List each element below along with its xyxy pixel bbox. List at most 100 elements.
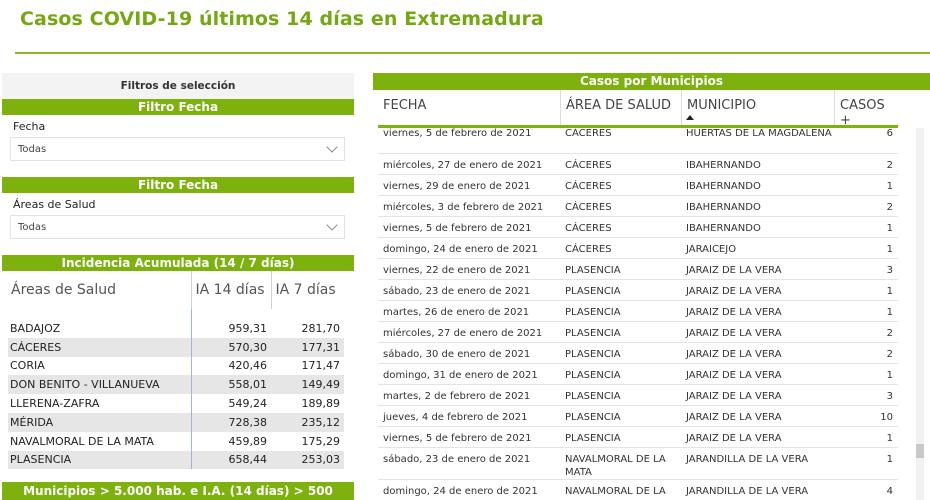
incidence-ia14-cell: 959,31 bbox=[190, 319, 271, 338]
cases-area-cell: CÁCERES bbox=[565, 202, 612, 213]
scrollbar-thumb[interactable] bbox=[916, 444, 924, 458]
cases-area-cell: CÁCERES bbox=[565, 223, 612, 234]
incidence-area-cell: NAVALMORAL DE LA MATA bbox=[10, 434, 154, 448]
page-title: Casos COVID-19 últimos 14 días en Extrem… bbox=[20, 8, 544, 30]
cases-fecha-cell: jueves, 4 de febrero de 2021 bbox=[383, 412, 528, 423]
cases-municipio-cell: JARAIZ DE LA VERA bbox=[686, 286, 782, 297]
cases-row[interactable]: domingo, 31 de enero de 2021 PLASENCIA JAR… bbox=[378, 364, 898, 385]
cases-casos-cell: 1 bbox=[886, 244, 893, 255]
cases-area-cell: CÁCERES bbox=[565, 181, 612, 192]
cases-municipio-cell: IBAHERNANDO bbox=[686, 160, 761, 171]
cases-area-cell: CÁCERES bbox=[565, 160, 612, 171]
area-filter-label: Áreas de Salud bbox=[13, 198, 96, 211]
area-dropdown[interactable]: Todas bbox=[10, 215, 345, 239]
cases-area-cell: PLASENCIA bbox=[565, 433, 621, 444]
cases-rows: viernes, 5 de febrero de 2021 CÁCERES HUER… bbox=[378, 128, 898, 500]
incidence-ia14-cell: 558,01 bbox=[190, 375, 271, 395]
chevron-down-icon[interactable] bbox=[326, 219, 338, 231]
cases-row[interactable]: viernes, 5 de febrero de 2021 CÁCERES IBAH… bbox=[378, 217, 898, 238]
incidence-ia7-cell: 177,31 bbox=[271, 337, 344, 357]
chevron-down-icon[interactable] bbox=[326, 141, 338, 153]
cases-casos-cell: 1 bbox=[886, 307, 893, 318]
incidence-row[interactable]: NAVALMORAL DE LA MATA 459,89 175,29 bbox=[8, 431, 344, 451]
cases-area-cell: PLASENCIA bbox=[565, 412, 621, 423]
cases-casos-cell: 4 bbox=[886, 486, 893, 497]
incidence-ia7-cell: 149,49 bbox=[271, 375, 344, 395]
cases-municipio-cell: IBAHERNANDO bbox=[686, 181, 761, 192]
cases-header-area[interactable]: ÁREA DE SALUD bbox=[560, 90, 681, 125]
cases-municipio-cell: IBAHERNANDO bbox=[686, 223, 761, 234]
cases-row[interactable]: sábado, 30 de enero de 2021 PLASENCIA JARA… bbox=[378, 343, 898, 364]
cases-row[interactable]: domingo, 24 de enero de 2021 CÁCERES JARAI… bbox=[378, 238, 898, 259]
vertical-scrollbar[interactable] bbox=[916, 128, 924, 500]
cases-row[interactable]: viernes, 29 de enero de 2021 CÁCERES IBAHE… bbox=[378, 175, 898, 196]
incidence-row[interactable]: CORIA 420,46 171,47 bbox=[8, 356, 344, 376]
incidence-ia14-cell: 728,38 bbox=[190, 412, 271, 432]
incidence-row[interactable]: BADAJOZ 959,31 281,70 bbox=[8, 319, 344, 338]
cases-casos-cell: 3 bbox=[886, 265, 893, 276]
incidence-table: Áreas de Salud IA 14 días IA 7 días BADA… bbox=[8, 271, 344, 470]
cases-casos-cell: 1 bbox=[886, 370, 893, 381]
cases-row[interactable]: domingo, 24 de enero de 2021 NAVALMORAL D… bbox=[378, 480, 898, 500]
cases-row[interactable]: sábado, 23 de enero de 2021 NAVALMORAL DE… bbox=[378, 448, 898, 480]
incidence-header-ia14[interactable]: IA 14 días bbox=[190, 271, 271, 309]
cases-area-cell: PLASENCIA bbox=[565, 265, 621, 276]
cases-fecha-cell: viernes, 29 de enero de 2021 bbox=[383, 181, 531, 192]
area-dropdown-value: Todas bbox=[18, 221, 47, 233]
cases-fecha-cell: sábado, 30 de enero de 2021 bbox=[383, 349, 531, 360]
cases-fecha-cell: miércoles, 27 de enero de 2021 bbox=[383, 328, 543, 339]
incidence-ia7-cell: 281,70 bbox=[301, 321, 341, 335]
cases-municipio-cell: JARAIZ DE LA VERA bbox=[686, 307, 782, 318]
cases-row[interactable]: jueves, 4 de febrero de 2021 PLASENCIA JAR… bbox=[378, 406, 898, 427]
cases-fecha-cell: domingo, 31 de enero de 2021 bbox=[383, 370, 538, 381]
cases-fecha-cell: martes, 26 de enero de 2021 bbox=[383, 307, 530, 318]
cases-casos-cell: 10 bbox=[880, 412, 893, 423]
right-panel: Casos por Municipios FECHA ÁREA DE SALUD… bbox=[373, 73, 930, 500]
incidence-row[interactable]: PLASENCIA 658,44 253,03 bbox=[8, 450, 344, 470]
cases-casos-cell: 1 bbox=[886, 223, 893, 234]
cases-municipio-cell: JARAIZ DE LA VERA bbox=[686, 391, 782, 402]
cases-fecha-cell: martes, 2 de febrero de 2021 bbox=[383, 391, 531, 402]
cases-casos-cell: 1 bbox=[886, 181, 893, 192]
incidence-ia14-cell: 420,46 bbox=[190, 356, 271, 376]
incidence-ia14-cell: 549,24 bbox=[190, 394, 271, 413]
incidence-ia7-cell: 175,29 bbox=[301, 434, 341, 448]
cases-header-fecha[interactable]: FECHA bbox=[383, 98, 427, 113]
cases-row[interactable]: viernes, 5 de febrero de 2021 CÁCERES HUER… bbox=[378, 128, 898, 154]
cases-header-casos[interactable]: CASOS + bbox=[834, 90, 898, 128]
cases-row[interactable]: miércoles, 27 de enero de 2021 PLASENCIA J… bbox=[378, 322, 898, 343]
cases-fecha-cell: viernes, 5 de febrero de 2021 bbox=[383, 128, 532, 139]
date-dropdown[interactable]: Todas bbox=[10, 137, 345, 161]
incidence-row[interactable]: MÉRIDA 728,38 235,12 bbox=[8, 412, 344, 432]
cases-row[interactable]: miércoles, 3 de febrero de 2021 CÁCERES IB… bbox=[378, 196, 898, 217]
cases-municipio-cell: JARANDILLA DE LA VERA bbox=[686, 486, 809, 497]
cases-casos-cell: 1 bbox=[886, 454, 893, 465]
incidence-header-area[interactable]: Áreas de Salud bbox=[11, 282, 117, 298]
cases-casos-cell: 2 bbox=[886, 160, 893, 171]
cases-row[interactable]: miércoles, 27 de enero de 2021 CÁCERES IBA… bbox=[378, 154, 898, 175]
cases-header-municipio-label: MUNICIPIO bbox=[687, 98, 757, 113]
cases-row[interactable]: viernes, 5 de febrero de 2021 PLASENCIA JA… bbox=[378, 427, 898, 448]
sort-ascending-icon bbox=[686, 115, 694, 120]
cases-area-cell: PLASENCIA bbox=[565, 286, 621, 297]
cases-row[interactable]: martes, 2 de febrero de 2021 PLASENCIA JAR… bbox=[378, 385, 898, 406]
incidence-row[interactable]: LLERENA-ZAFRA 549,24 189,89 bbox=[8, 394, 344, 413]
incidence-header-ia7[interactable]: IA 7 días bbox=[270, 271, 344, 309]
cases-row[interactable]: martes, 26 de enero de 2021 PLASENCIA JARA… bbox=[378, 301, 898, 322]
cases-casos-cell: 1 bbox=[886, 286, 893, 297]
incidence-ia14-cell: 570,30 bbox=[190, 337, 271, 357]
incidence-row[interactable]: CÁCERES 570,30 177,31 bbox=[8, 337, 344, 357]
cases-municipio-cell: HUERTAS DE LA MAGDALENA bbox=[686, 128, 832, 139]
cases-row[interactable]: viernes, 22 de enero de 2021 PLASENCIA JAR… bbox=[378, 259, 898, 280]
cases-casos-cell: 3 bbox=[886, 391, 893, 402]
incidence-row[interactable]: DON BENITO - VILLANUEVA 558,01 149,49 bbox=[8, 375, 344, 395]
cases-row[interactable]: sábado, 23 de enero de 2021 PLASENCIA JARA… bbox=[378, 280, 898, 301]
cases-header-municipio[interactable]: MUNICIPIO bbox=[681, 90, 834, 125]
incidence-area-cell: PLASENCIA bbox=[8, 450, 191, 470]
incidence-ia7-cell: 189,89 bbox=[301, 397, 341, 411]
cases-municipio-cell: JARANDILLA DE LA VERA bbox=[686, 454, 809, 465]
incidence-area-cell: DON BENITO - VILLANUEVA bbox=[8, 375, 191, 395]
cases-fecha-cell: viernes, 5 de febrero de 2021 bbox=[383, 223, 532, 234]
cases-fecha-cell: sábado, 23 de enero de 2021 bbox=[383, 286, 531, 297]
cases-municipio-cell: JARAIZ DE LA VERA bbox=[686, 265, 782, 276]
